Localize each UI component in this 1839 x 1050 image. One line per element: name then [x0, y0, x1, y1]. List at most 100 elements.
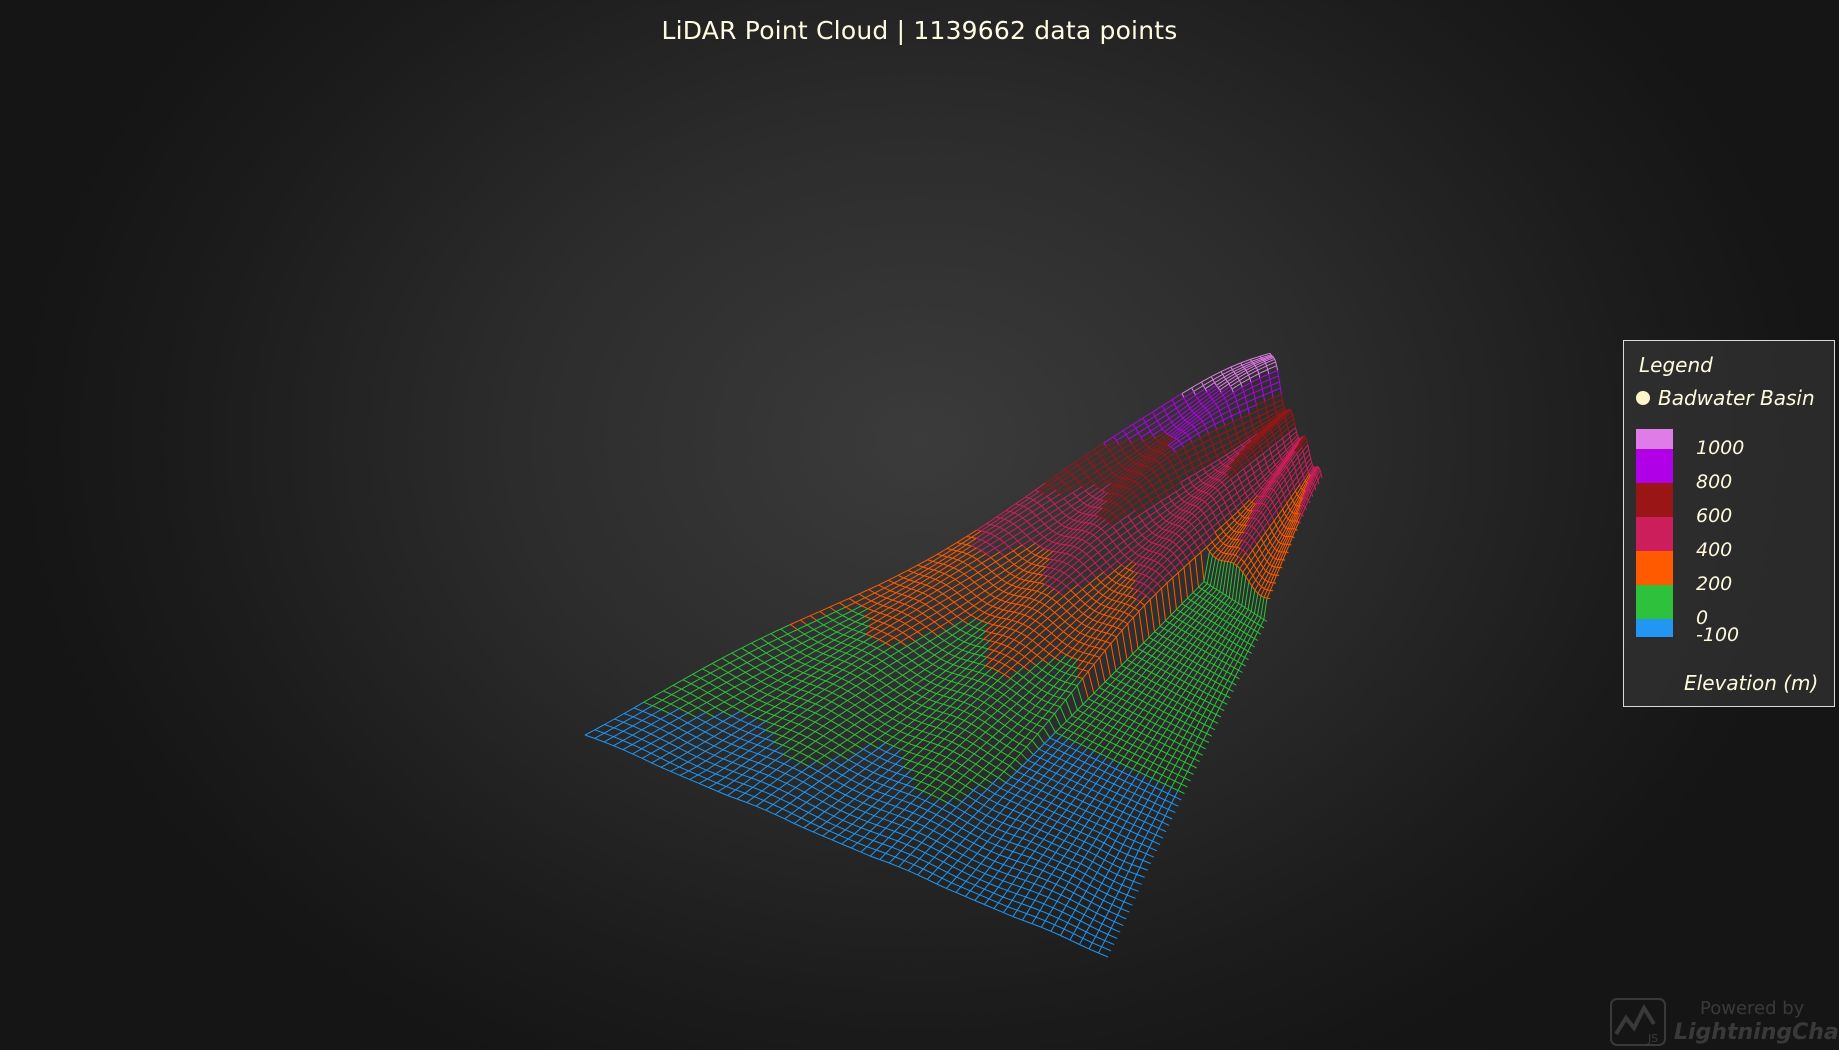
terrain-mesh-line [1194, 509, 1202, 517]
terrain-mesh-line [1109, 741, 1117, 746]
terrain-mesh-line [999, 532, 1009, 540]
terrain-mesh-line [1053, 670, 1061, 678]
terrain-mesh-line [1109, 582, 1117, 590]
terrain-mesh-line [1030, 654, 1038, 662]
terrain-mesh-line [1182, 466, 1187, 473]
terrain-mesh-line [1189, 497, 1198, 505]
terrain-mesh-line [1066, 654, 1073, 659]
terrain-mesh-line [1143, 577, 1150, 585]
terrain-mesh-line [1100, 753, 1108, 758]
terrain-mesh-line [1184, 513, 1193, 521]
terrain-mesh-line [1185, 472, 1189, 479]
terrain-mesh-line [883, 617, 893, 624]
terrain-mesh-line [1247, 404, 1257, 409]
terrain-mesh-line [1263, 356, 1273, 361]
terrain-mesh-line [1259, 428, 1268, 436]
terrain-mesh-line [1033, 630, 1040, 636]
terrain-mesh-line [907, 569, 914, 573]
terrain-mesh-line [1175, 518, 1183, 526]
terrain-mesh-line [1201, 376, 1212, 383]
terrain-mesh-line [1243, 429, 1247, 435]
terrain-mesh-line [1227, 405, 1231, 411]
terrain-mesh-line [1122, 747, 1129, 752]
terrain-mesh-line [1234, 396, 1238, 402]
terrain-mesh-line [1168, 737, 1175, 742]
terrain-mesh-line [1246, 525, 1252, 534]
terrain-mesh-line [1185, 490, 1190, 495]
terrain-mesh-line [1116, 620, 1124, 629]
terrain-mesh-line [1124, 461, 1134, 470]
terrain-mesh-line [1141, 520, 1146, 526]
terrain-mesh-line [1048, 551, 1058, 560]
terrain-mesh-line [1193, 490, 1202, 498]
terrain-mesh-line [1149, 593, 1157, 600]
terrain-mesh-line [1048, 713, 1055, 721]
terrain-mesh-line [1256, 538, 1262, 545]
terrain-mesh-line [1173, 624, 1178, 628]
terrain-mesh-line [883, 605, 890, 609]
terrain-mesh-line [1132, 486, 1142, 493]
terrain-mesh-line [896, 623, 906, 630]
terrain-mesh-line [1206, 679, 1212, 686]
terrain-mesh-line [1169, 616, 1176, 624]
terrain-mesh-line [1036, 590, 1042, 594]
terrain-mesh-line [1091, 591, 1099, 599]
terrain-mesh-line [945, 584, 952, 589]
terrain-mesh-line [1220, 551, 1224, 554]
terrain-mesh-line [1104, 692, 1111, 700]
terrain-mesh-line [1093, 449, 1098, 454]
terrain-mesh-line [1123, 724, 1130, 728]
terrain-mesh-line [1289, 431, 1297, 438]
terrain-mesh-line [1220, 686, 1225, 694]
terrain-mesh-line [1145, 471, 1155, 479]
terrain-mesh-line [1236, 433, 1239, 439]
terrain-mesh-line [1285, 414, 1294, 421]
terrain-mesh-line [1203, 551, 1210, 582]
terrain-mesh-line [1197, 428, 1207, 434]
terrain-mesh-line [1128, 580, 1136, 588]
terrain-mesh-line [884, 587, 891, 592]
terrain-mesh-line [1031, 582, 1040, 591]
terrain-mesh-line [1212, 440, 1221, 446]
terrain-mesh-line [1170, 684, 1177, 692]
terrain-mesh-line [1096, 446, 1107, 454]
terrain-mesh-line [1172, 535, 1180, 543]
terrain-mesh-line [1078, 504, 1088, 513]
terrain-mesh-line [893, 582, 900, 586]
terrain-mesh-line [1155, 537, 1163, 545]
terrain-mesh-line [1153, 471, 1158, 477]
terrain-mesh-line [1110, 676, 1116, 680]
terrain-mesh-line [1088, 493, 1093, 498]
terrain-mesh-line [1163, 711, 1170, 715]
terrain-mesh-line [942, 611, 952, 618]
terrain-mesh-line [1071, 683, 1078, 686]
terrain-mesh-line [1118, 438, 1130, 446]
terrain-mesh-line [1006, 645, 1014, 650]
terrain-mesh-line [1171, 399, 1175, 405]
terrain-mesh-line [1195, 482, 1204, 489]
terrain-mesh-line [1150, 462, 1160, 470]
terrain-mesh-line [1175, 743, 1181, 751]
terrain-mesh-line [999, 538, 1005, 543]
terrain-mesh-line [1094, 562, 1100, 569]
terrain-mesh-line [1227, 375, 1237, 382]
terrain-mesh-line [948, 647, 957, 654]
terrain-mesh-line [889, 584, 901, 592]
terrain-mesh-line [1243, 525, 1250, 533]
terrain-mesh-line [1218, 431, 1227, 436]
terrain-mesh-line [1136, 756, 1142, 764]
terrain-mesh-line [1013, 639, 1021, 644]
terrain-mesh-line [1174, 498, 1182, 506]
terrain-mesh-line [1202, 476, 1211, 484]
terrain-mesh-line [1148, 543, 1157, 551]
terrain-mesh-line [1053, 667, 1061, 672]
terrain-mesh-line [1292, 494, 1298, 502]
terrain-mesh-line [1229, 609, 1235, 616]
terrain-mesh-line [1264, 481, 1271, 490]
terrain-mesh-line [1194, 551, 1202, 558]
terrain-mesh-line [1035, 554, 1041, 558]
terrain-mesh-line [1049, 558, 1054, 561]
terrain-mesh-line [1234, 603, 1240, 610]
terrain-mesh-line [989, 640, 996, 643]
